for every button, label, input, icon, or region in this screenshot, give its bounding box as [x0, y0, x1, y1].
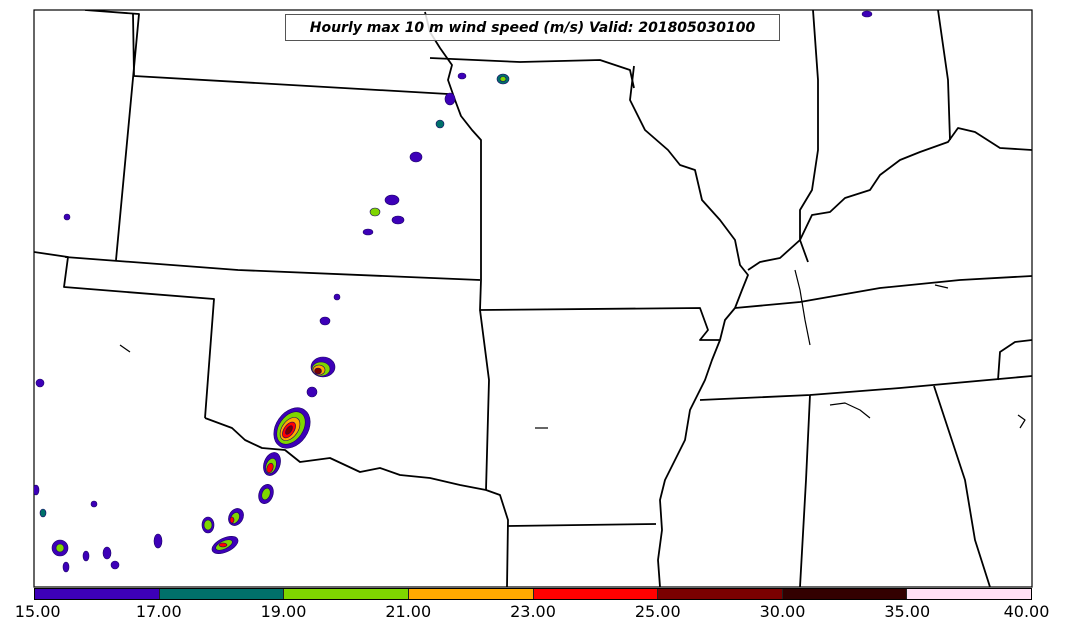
colorbar-segment	[658, 589, 783, 599]
colorbar-tick-label: 25.00	[634, 602, 681, 621]
colorbar-tick-label: 30.00	[759, 602, 806, 621]
colorbar-segment	[159, 589, 285, 599]
colorbar-ticks: 15.00 17.00 19.00 21.00 23.00 25.00 30.00 35.00…	[15, 600, 1050, 630]
colorbar-tick-label: 35.00	[884, 602, 931, 621]
colorbar-tick-label: 19.00	[260, 602, 307, 621]
colorbar-segment	[284, 589, 409, 599]
wind-contours	[34, 10, 873, 573]
colorbar-segment	[907, 589, 1031, 599]
colorbar	[34, 588, 1032, 600]
colorbar-tick-label: 40.00	[1003, 602, 1050, 621]
colorbar-segment	[408, 589, 534, 599]
map-title: Hourly max 10 m wind speed (m/s) Valid: …	[285, 14, 780, 41]
colorbar-segment	[533, 589, 659, 599]
colorbar-segment	[782, 589, 908, 599]
colorbar-tick-label: 15.00	[14, 602, 61, 621]
colorbar-tick-label: 17.00	[135, 602, 182, 621]
colorbar-tick-label: 21.00	[385, 602, 432, 621]
state-borders	[34, 10, 1032, 587]
colorbar-segment	[35, 589, 160, 599]
colorbar-tick-label: 23.00	[510, 602, 556, 621]
map-frame	[33, 9, 1033, 588]
